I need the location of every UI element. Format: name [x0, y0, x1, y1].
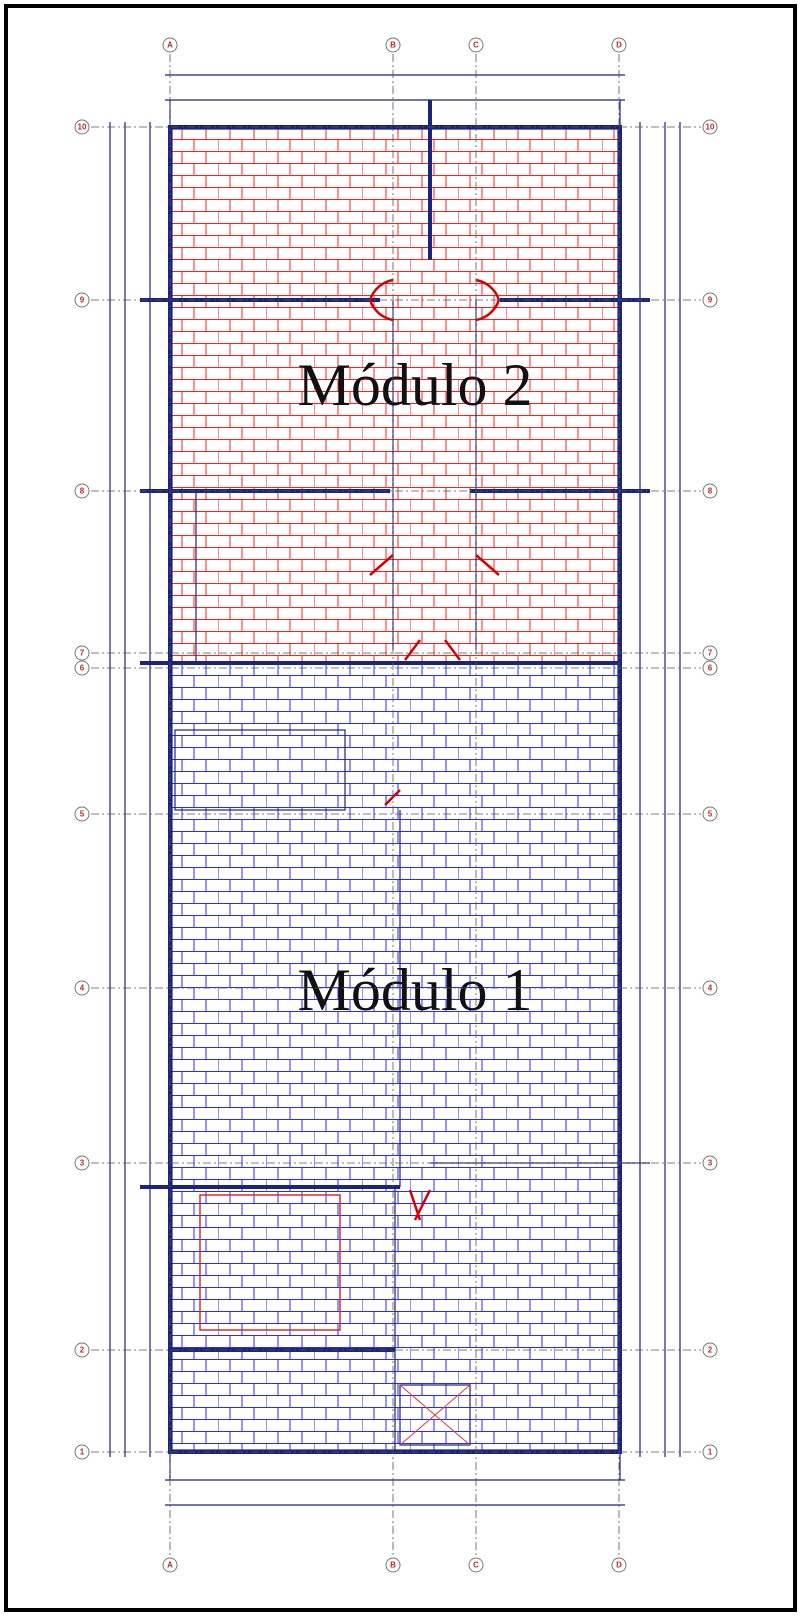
grid-label: D	[616, 41, 622, 50]
grid-label: 4	[80, 984, 85, 993]
grid-label: 1	[708, 1448, 713, 1457]
grid-label: 10	[78, 123, 87, 132]
grid-label: B	[390, 41, 396, 50]
floor-plan: Módulo 2 Módulo 1 A A B B C C D D 10 10 9 9 8 8 7 7 6 6 5 5…	[0, 0, 801, 1616]
grid-label: 10	[706, 123, 715, 132]
grid-label: 6	[708, 664, 713, 673]
grid-label: 6	[80, 664, 85, 673]
grid-label: 9	[80, 296, 85, 305]
grid-label: C	[473, 41, 479, 50]
grid-label: C	[473, 1561, 479, 1570]
grid-label: 8	[80, 487, 85, 496]
grid-label: 3	[708, 1159, 713, 1168]
grid-label: 8	[708, 487, 713, 496]
grid-label: 3	[80, 1159, 85, 1168]
grid-label: A	[167, 1561, 173, 1570]
grid-label: 4	[708, 984, 713, 993]
grid-label: 7	[708, 649, 713, 658]
grid-label: 5	[708, 810, 713, 819]
grid-label: D	[616, 1561, 622, 1570]
grid-label: 2	[708, 1346, 713, 1355]
grid-label: 7	[80, 649, 85, 658]
grid-label: 2	[80, 1346, 85, 1355]
grid-label: 9	[708, 296, 713, 305]
grid-label: 5	[80, 810, 85, 819]
grid-label: B	[390, 1561, 396, 1570]
module-label: Módulo 1	[297, 957, 532, 1023]
module-label: Módulo 2	[297, 352, 532, 418]
grid-label: 1	[80, 1448, 85, 1457]
grid-label: A	[167, 41, 173, 50]
